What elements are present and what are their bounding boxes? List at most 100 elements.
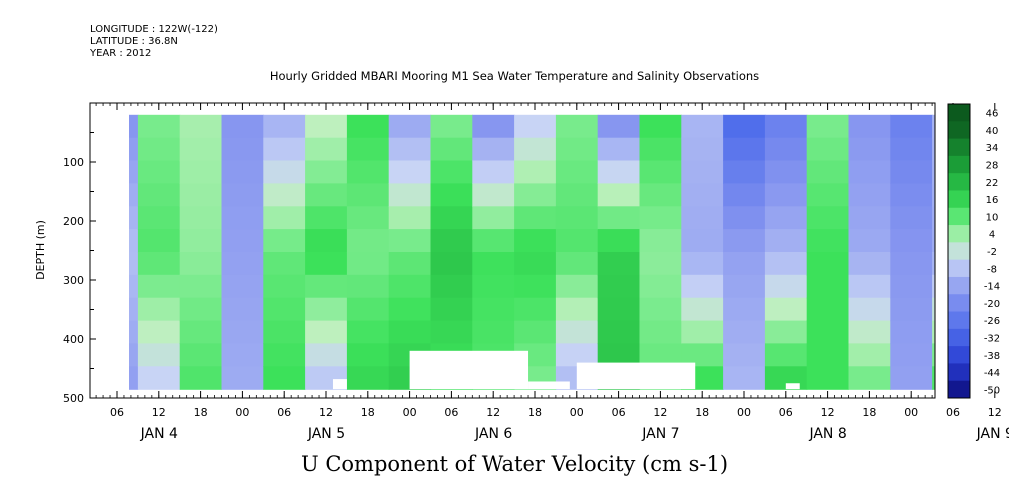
x-hour-label: 06 [444, 406, 458, 419]
heatmap-cell [430, 297, 473, 322]
heatmap-cell [305, 137, 348, 162]
heatmap-cell [179, 183, 223, 207]
heatmap-cell [514, 274, 557, 299]
y-tick-label: 100 [63, 156, 84, 169]
heatmap-cell [346, 252, 390, 276]
heatmap-cell [681, 343, 724, 367]
heatmap-cell [346, 183, 390, 207]
heatmap-cell [346, 297, 390, 322]
heatmap-cell [305, 343, 348, 367]
heatmap-cell [764, 320, 808, 345]
colorbar-band [948, 328, 970, 347]
heatmap-cell [723, 320, 766, 345]
heatmap-cell [388, 206, 432, 230]
heatmap-cell [430, 206, 473, 230]
heatmap-cell [263, 274, 306, 299]
heatmap-cell [639, 274, 682, 299]
data-gap [576, 362, 696, 390]
heatmap-cell [179, 274, 223, 299]
colorbar-band [948, 346, 970, 364]
colorbar-label: -2 [987, 247, 997, 258]
colorbar-title: U Component of Water Velocity (cm s-1) [300, 452, 729, 476]
heatmap-cell [263, 229, 306, 253]
heatmap-cell [848, 366, 891, 390]
heatmap-cell [129, 252, 139, 276]
heatmap-cell [764, 343, 808, 367]
x-day-label: JAN 6 [474, 426, 512, 442]
heatmap-cell [555, 274, 599, 299]
colorbar-band [948, 104, 970, 122]
y-tick-label: 200 [63, 215, 84, 228]
heatmap-cell [806, 229, 850, 253]
x-hour-label: 18 [695, 406, 709, 419]
heatmap-cell [221, 114, 264, 139]
heatmap-cell [263, 137, 306, 162]
heatmap-cell [221, 297, 264, 322]
heatmap-cell [932, 206, 935, 230]
heatmap-cell [764, 274, 808, 299]
heatmap-cell [129, 137, 139, 162]
x-hour-label: 18 [862, 406, 876, 419]
colorbar-band [948, 173, 970, 191]
heatmap-cell [514, 160, 557, 184]
heatmap-cell [179, 252, 223, 276]
heatmap-cell [221, 274, 264, 299]
heatmap-cell [723, 229, 766, 253]
heatmap-cell [848, 252, 891, 276]
colorbar-band [948, 311, 970, 330]
colorbar-label: 34 [986, 143, 999, 154]
colorbar-label: 22 [986, 178, 999, 189]
heatmap-cell [555, 297, 599, 322]
heatmap-cell [221, 137, 264, 162]
heatmap-cell [681, 229, 724, 253]
x-hour-label: 12 [319, 406, 333, 419]
metadata-block: LONGITUDE : 122W(-122) LATITUDE : 36.8N … [90, 24, 218, 60]
heatmap-cell [305, 206, 348, 230]
x-hour-label: 12 [152, 406, 166, 419]
heatmap-cell [179, 320, 223, 345]
heatmap-cell [346, 274, 390, 299]
heatmap-cell [639, 137, 682, 162]
heatmap-cell [932, 366, 935, 390]
heatmap-cell [129, 229, 139, 253]
heatmap-cell [472, 229, 515, 253]
heatmap-cell [137, 366, 181, 390]
heatmap-cell [388, 252, 432, 276]
heatmap-cell [129, 366, 139, 390]
heatmap-cell [346, 137, 390, 162]
heatmap-cell [848, 183, 891, 207]
heatmap-cell [681, 274, 724, 299]
data-gap [332, 379, 347, 390]
x-day-label: JAN 5 [307, 426, 345, 442]
x-day-label: JAN 4 [140, 426, 178, 442]
heatmap-cell [890, 160, 933, 184]
colorbar-label: -14 [984, 282, 1000, 293]
heatmap-cell [723, 114, 766, 139]
heatmap-cell [932, 320, 935, 345]
heatmap-cell [806, 297, 850, 322]
heatmap-cell [764, 137, 808, 162]
heatmap-cell [597, 160, 641, 184]
heatmap-cell [263, 343, 306, 367]
heatmap-cell [305, 160, 348, 184]
heatmap-cell [514, 183, 557, 207]
heatmap-cell [514, 297, 557, 322]
x-hour-label: 12 [653, 406, 667, 419]
heatmap-cell [430, 114, 473, 139]
heatmap-cell [430, 252, 473, 276]
heatmap-cell [597, 320, 641, 345]
heatmap-cell [137, 229, 181, 253]
heatmap-cell [723, 160, 766, 184]
heatmap-cell [263, 252, 306, 276]
data-gap [785, 383, 800, 390]
heatmap-cell [472, 206, 515, 230]
heatmap-cell [179, 366, 223, 390]
colorbar-band [948, 363, 970, 382]
heatmap-cell [179, 206, 223, 230]
colorbar-label: -8 [987, 264, 997, 275]
colorbar-band [948, 276, 970, 295]
heatmap-cell [430, 274, 473, 299]
colorbar-label: -20 [984, 299, 1000, 310]
heatmap-cell [764, 206, 808, 230]
heatmap-cell [430, 320, 473, 345]
